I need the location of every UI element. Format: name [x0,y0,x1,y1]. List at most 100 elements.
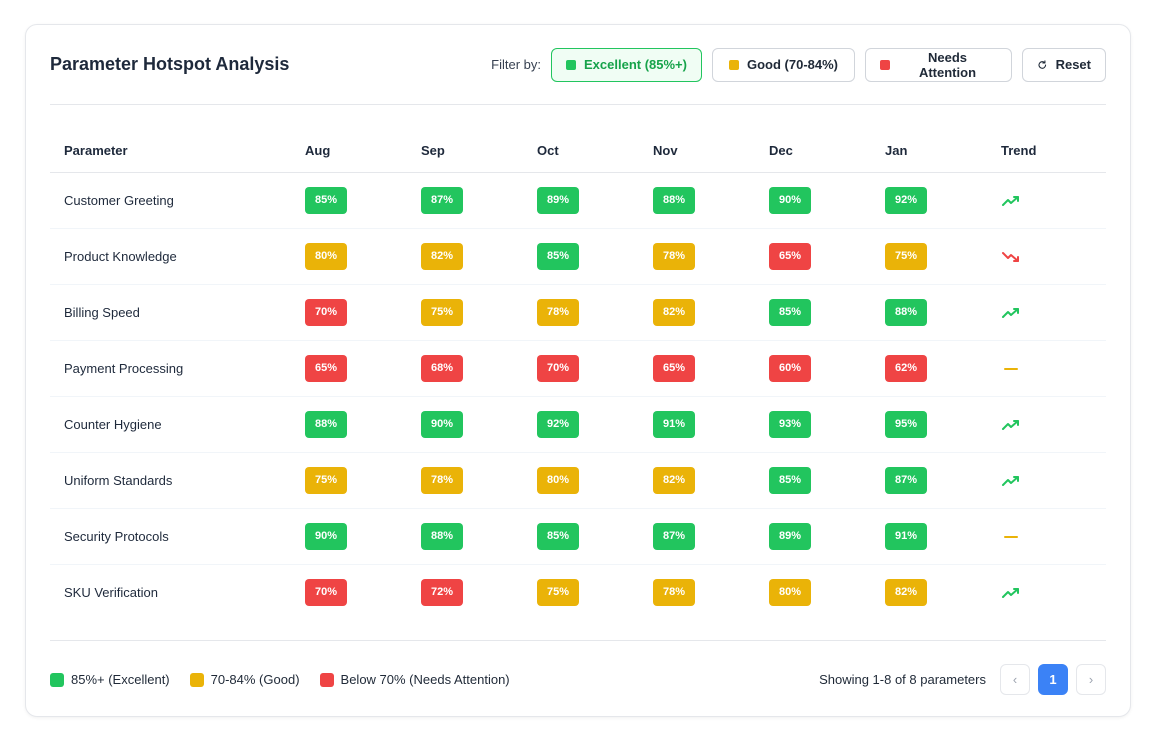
cell-sep: 72% [421,564,537,620]
cell-aug: 70% [305,284,421,341]
score-badge: 92% [885,186,927,214]
red-square-icon [319,672,334,687]
cell-oct: 85% [537,228,653,285]
score-badge: 82% [653,466,695,494]
cell-aug: 80% [305,228,421,285]
table-row: Uniform Standards 75% 78% 80% 82% 85% 87% [50,452,1106,509]
parameter-name: Billing Speed [50,284,305,341]
trend-cell [1001,340,1106,397]
trend-cell [1001,564,1106,620]
filter-bar: Filter by: Excellent (85%+) Good (70-84%… [491,47,1106,82]
hotspot-table: Parameter Aug Sep Oct Nov Dec Jan Trend … [50,129,1106,620]
cell-dec: 85% [769,284,885,341]
score-badge: 92% [537,410,579,438]
legend-attention-label: Below 70% (Needs Attention) [340,672,510,687]
score-badge: 80% [537,466,579,494]
table-body: Customer Greeting 85% 87% 89% 88% 90% 92% Produ… [50,172,1106,620]
page-1-button[interactable]: 1 [1038,664,1068,695]
score-badge: 88% [885,298,927,326]
table-row: Payment Processing 65% 68% 70% 65% 60% 62% [50,340,1106,397]
card-header: Parameter Hotspot Analysis Filter by: Ex… [50,25,1106,105]
table-row: SKU Verification 70% 72% 75% 78% 80% 82% [50,564,1106,620]
cell-nov: 88% [653,172,769,229]
refresh-icon [1038,59,1047,69]
cell-nov: 82% [653,284,769,341]
column-header-aug: Aug [305,129,421,173]
chevron-right-icon: › [1088,672,1094,687]
filter-attention-label: Needs Attention [918,49,977,80]
legend-good-label: 70-84% (Good) [210,672,300,687]
filter-attention-button[interactable]: Needs Attention [865,47,1012,82]
green-square-icon [566,59,577,70]
score-badge: 89% [537,186,579,214]
score-badge: 80% [769,578,811,606]
score-badge: 87% [885,466,927,494]
yellow-square-icon [189,672,204,687]
filter-good-button[interactable]: Good (70-84%) [712,47,855,82]
cell-dec: 93% [769,396,885,453]
legend: 85%+ (Excellent) 70-84% (Good) Below 70%… [50,672,510,687]
cell-aug: 85% [305,172,421,229]
score-badge: 88% [305,410,347,438]
score-badge: 60% [769,354,811,382]
column-header-dec: Dec [769,129,885,173]
cell-dec: 90% [769,172,885,229]
next-page-button[interactable]: › [1076,664,1106,695]
score-badge: 70% [305,298,347,326]
parameter-name: SKU Verification [64,584,158,600]
parameter-name: Counter Hygiene [50,396,305,453]
cell-sep: 68% [421,340,537,397]
cell-sep: 87% [421,172,537,229]
filter-excellent-button[interactable]: Excellent (85%+) [551,47,702,82]
score-badge: 88% [421,522,463,550]
score-badge: 70% [305,578,347,606]
hotspot-table-container: Parameter Aug Sep Oct Nov Dec Jan Trend … [50,129,1106,620]
cell-sep: 75% [421,284,537,341]
score-badge: 85% [769,298,811,326]
score-badge: 78% [421,466,463,494]
trend-cell [1001,452,1106,509]
cell-oct: 78% [537,284,653,341]
cell-aug: 65% [305,340,421,397]
cell-dec: 85% [769,452,885,509]
table-header-row: Parameter Aug Sep Oct Nov Dec Jan Trend [50,129,1106,173]
cell-dec: 89% [769,508,885,565]
column-header-parameter: Parameter [50,129,305,173]
reset-button[interactable]: Reset [1022,47,1106,82]
column-header-sep: Sep [421,129,537,173]
score-badge: 62% [885,354,927,382]
score-badge: 65% [769,242,811,270]
cell-jan: 95% [885,396,1001,453]
filter-excellent-label: Excellent (85%+) [584,57,687,72]
cell-aug: 90% [305,508,421,565]
prev-page-button[interactable]: ‹ [1000,664,1030,695]
cell-nov: 65% [653,340,769,397]
score-badge: 91% [653,410,695,438]
page-title: Parameter Hotspot Analysis [50,54,290,74]
cell-nov: 78% [653,228,769,285]
cell-nov: 78% [653,564,769,620]
score-badge: 65% [305,354,347,382]
table-row: Security Protocols 90% 88% 85% 87% 89% 91% [50,508,1106,565]
chevron-left-icon: ‹ [1012,672,1018,687]
hotspot-card: Parameter Hotspot Analysis Filter by: Ex… [25,24,1131,717]
parameter-name: Payment Processing [50,340,305,397]
trend-cell [1001,284,1106,341]
cell-jan: 92% [885,172,1001,229]
cell-dec: 80% [769,564,885,620]
column-header-nov: Nov [653,129,769,173]
trend-cell [1001,172,1106,229]
cell-jan: 91% [885,508,1001,565]
pagination: Showing 1-8 of 8 parameters ‹ 1 › [819,664,1106,695]
filter-label: Filter by: [491,57,541,72]
score-badge: 72% [421,578,463,606]
cell-dec: 60% [769,340,885,397]
score-badge: 65% [653,354,695,382]
filter-good-label: Good (70-84%) [746,57,838,72]
cell-jan: 82% [885,564,1001,620]
score-badge: 90% [305,522,347,550]
table-row: Product Knowledge 80% 82% 85% 78% 65% 75% [50,228,1106,285]
score-badge: 80% [305,242,347,270]
parameter-name: Security Protocols [50,508,305,565]
score-badge: 75% [421,298,463,326]
